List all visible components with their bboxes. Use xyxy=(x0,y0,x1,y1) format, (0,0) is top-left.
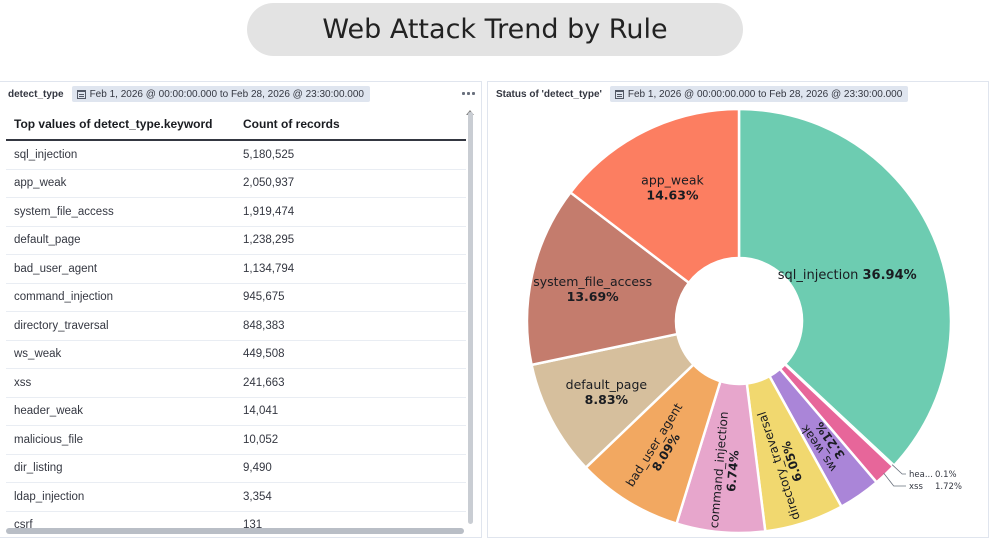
slice-label-percent: 1.72% xyxy=(935,482,962,492)
table-body: sql_injection 5,180,525 app_weak 2,050,937 s… xyxy=(6,141,466,528)
row-count-cell: 14,041 xyxy=(243,405,279,418)
row-count-cell: 848,383 xyxy=(243,319,285,332)
data-table: Top values of detect_type.keyword Count … xyxy=(6,108,466,528)
row-keyword-cell: default_page xyxy=(14,234,81,247)
table-row[interactable]: default_page 1,238,295 xyxy=(6,227,466,255)
row-count-cell: 131 xyxy=(243,519,263,528)
slice-label-name: xss xyxy=(909,482,923,492)
table-row[interactable]: csrf 131 xyxy=(6,512,466,528)
slice-label-group: sql_injection 36.94% xyxy=(778,268,917,283)
row-keyword-cell: bad_user_agent xyxy=(14,262,98,275)
dashboard-title: Web Attack Trend by Rule xyxy=(247,3,743,56)
slice-leader-line xyxy=(891,464,906,475)
table-row[interactable]: xss 241,663 xyxy=(6,369,466,398)
pie-time-range-badge[interactable]: Feb 1, 2026 @ 00:00:00.000 to Feb 28, 20… xyxy=(609,86,909,102)
slice-label-name: system_file_access xyxy=(533,274,652,289)
table-row[interactable]: app_weak 2,050,937 xyxy=(6,170,466,198)
slice-label-percent: 14.63% xyxy=(646,188,699,203)
pie-slice-app-weak[interactable] xyxy=(568,107,741,285)
pie-panel-title: Status of 'detect_type' xyxy=(496,88,602,100)
row-keyword-cell: app_weak xyxy=(14,177,67,190)
table-row[interactable]: bad_user_agent 1,134,794 xyxy=(6,255,466,284)
column-header-count[interactable]: Count of records xyxy=(243,116,340,131)
table-panel-header: detect_type Feb 1, 2026 @ 00:00:00.000 t… xyxy=(0,82,481,106)
slice-label-name: hea... xyxy=(909,470,933,480)
row-count-cell: 9,490 xyxy=(243,462,272,475)
row-count-cell: 1,919,474 xyxy=(243,205,295,218)
slice-label-name: app_weak xyxy=(641,173,704,188)
dashboard-title-text: Web Attack Trend by Rule xyxy=(322,14,668,45)
slice-label-name: default_page xyxy=(566,377,648,392)
row-keyword-cell: directory_traversal xyxy=(14,319,109,332)
detect-type-table-panel: detect_type Feb 1, 2026 @ 00:00:00.000 t… xyxy=(0,81,482,538)
table-row[interactable]: command_injection 945,675 xyxy=(6,284,466,312)
pie-slice-system-file-access[interactable] xyxy=(525,190,691,367)
row-count-cell: 1,238,295 xyxy=(243,234,295,247)
pie-time-range-text: Feb 1, 2026 @ 00:00:00.000 to Feb 28, 20… xyxy=(627,88,903,100)
slice-leader-line xyxy=(883,472,906,487)
table-row[interactable]: malicious_file 10,052 xyxy=(6,426,466,455)
detect-type-pie-panel: Status of 'detect_type' Feb 1, 2026 @ 00… xyxy=(487,81,989,538)
row-count-cell: 3,354 xyxy=(243,490,272,503)
row-keyword-cell: sql_injection xyxy=(14,148,78,161)
pie-chart-area: sql_injection 36.94% hea... 0.1% xss 1.72% ws… xyxy=(488,82,990,538)
table-row[interactable]: dir_listing 9,490 xyxy=(6,455,466,483)
column-header-keyword[interactable]: Top values of detect_type.keyword xyxy=(14,116,213,131)
slice-label-percent: 36.94% xyxy=(863,268,917,283)
slice-label-percent: 13.69% xyxy=(567,289,620,304)
row-keyword-cell: ldap_injection xyxy=(14,490,85,503)
slice-label-group: hea... 0.1% xyxy=(909,470,957,480)
row-count-cell: 1,134,794 xyxy=(243,262,295,275)
slice-label-name: sql_injection xyxy=(778,268,863,283)
row-keyword-cell: command_injection xyxy=(14,291,114,304)
row-count-cell: 5,180,525 xyxy=(243,148,295,161)
slice-label-percent: 6.74% xyxy=(724,450,742,493)
row-keyword-cell: xss xyxy=(14,376,32,389)
row-count-cell: 10,052 xyxy=(243,433,279,446)
table-panel-title: detect_type xyxy=(8,88,64,100)
table-row[interactable]: directory_traversal 848,383 xyxy=(6,312,466,341)
vertical-scrollbar[interactable] xyxy=(468,112,473,524)
slice-label: sql_injection 36.94% xyxy=(778,268,917,283)
row-count-cell: 241,663 xyxy=(243,376,285,389)
slice-label-group: xss 1.72% xyxy=(909,482,962,492)
row-keyword-cell: system_file_access xyxy=(14,205,114,218)
panel-options-icon[interactable] xyxy=(461,88,475,98)
table-row[interactable]: ldap_injection 3,354 xyxy=(6,483,466,512)
donut-chart: sql_injection 36.94%hea... 0.1%xss 1.72%ws… xyxy=(525,107,962,535)
row-keyword-cell: ws_weak xyxy=(14,348,62,361)
table-row[interactable]: ws_weak 449,508 xyxy=(6,341,466,369)
calendar-icon xyxy=(614,89,624,99)
table-row[interactable]: system_file_access 1,919,474 xyxy=(6,198,466,227)
pie-slice-sql-injection[interactable] xyxy=(737,107,953,468)
table-row[interactable]: sql_injection 5,180,525 xyxy=(6,141,466,170)
calendar-icon xyxy=(76,89,86,99)
table-time-range-badge[interactable]: Feb 1, 2026 @ 00:00:00.000 to Feb 28, 20… xyxy=(71,86,370,102)
row-count-cell: 945,675 xyxy=(243,291,285,304)
table-row[interactable]: header_weak 14,041 xyxy=(6,398,466,426)
row-keyword-cell: header_weak xyxy=(14,405,84,418)
row-keyword-cell: csrf xyxy=(14,519,33,528)
row-count-cell: 2,050,937 xyxy=(243,177,295,190)
horizontal-scrollbar[interactable] xyxy=(6,528,464,534)
row-keyword-cell: malicious_file xyxy=(14,433,84,446)
row-count-cell: 449,508 xyxy=(243,348,285,361)
table-header-row: Top values of detect_type.keyword Count … xyxy=(6,108,466,141)
pie-panel-header: Status of 'detect_type' Feb 1, 2026 @ 00… xyxy=(488,82,988,106)
slice-label-percent: 0.1% xyxy=(935,470,957,480)
table-time-range-text: Feb 1, 2026 @ 00:00:00.000 to Feb 28, 20… xyxy=(89,88,364,100)
slice-label-percent: 8.83% xyxy=(585,392,629,407)
row-keyword-cell: dir_listing xyxy=(14,462,63,475)
